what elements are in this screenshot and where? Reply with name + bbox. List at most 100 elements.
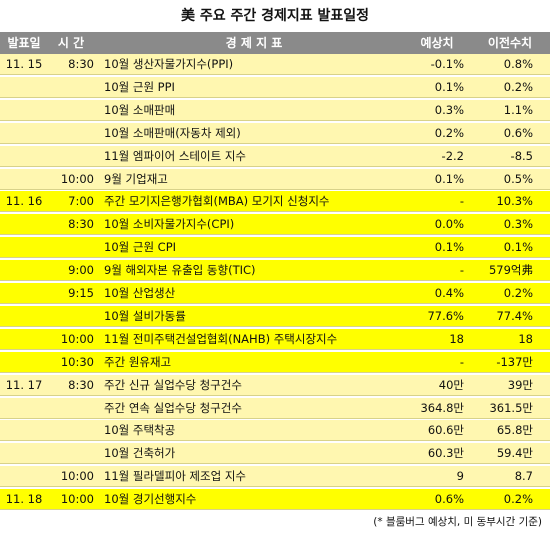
indicator-cell: 11월 전미주택건설업협회(NAHB) 주택시장지수 <box>104 331 338 346</box>
row-divider <box>0 211 550 213</box>
previous-cell: -137만 <box>496 354 533 369</box>
time-cell: 10:00 <box>60 331 94 346</box>
date-cell: 11. 17 <box>5 377 43 392</box>
indicator-cell: 10월 근원 CPI <box>104 240 177 255</box>
table-row: 8:30 10월 소비자물가지수(CPI) 0.0% 0.3% <box>0 214 550 236</box>
forecast-cell: 40만 <box>438 377 464 392</box>
forecast-cell: 0.1% <box>434 240 464 255</box>
previous-cell: 39만 <box>507 377 533 392</box>
forecast-cell: 0.6% <box>434 492 464 507</box>
row-divider <box>0 486 550 488</box>
previous-cell: 361.5만 <box>489 400 533 415</box>
table-header: 발표일 시 간 경 제 지 표 예상치 이전수치 <box>0 32 550 54</box>
indicator-cell: 10월 산업생산 <box>104 286 176 300</box>
footnote: (* 블룸버그 예상치, 미 동부시간 기준) <box>373 516 542 528</box>
previous-cell: 8.7 <box>514 469 533 484</box>
forecast-cell: 364.8만 <box>420 400 464 415</box>
forecast-cell: -2.2 <box>441 148 464 163</box>
table-row: 9:15 10월 산업생산 0.4% 0.2% <box>0 283 550 304</box>
indicator-cell: 주간 원유재고 <box>104 354 172 369</box>
forecast-cell: 60.3만 <box>427 446 464 461</box>
previous-cell: 0.2% <box>503 79 533 94</box>
indicator-cell: 10월 설비가동률 <box>104 308 186 323</box>
indicator-cell: 주간 연속 실업수당 청구건수 <box>104 400 242 415</box>
row-divider <box>0 280 550 282</box>
forecast-cell: 0.2% <box>434 125 464 140</box>
table-row: 10월 주택착공 60.6만 65.8만 <box>0 420 550 442</box>
time-cell: 8:30 <box>68 377 94 392</box>
row-divider <box>0 257 550 259</box>
previous-cell: 0.2% <box>503 492 533 507</box>
forecast-cell: 0.1% <box>434 79 464 94</box>
indicator-cell: 10월 소비자물가지수(CPI) <box>104 217 235 232</box>
header-previous: 이전수치 <box>487 36 533 50</box>
row-divider <box>0 142 550 144</box>
row-divider <box>0 165 550 167</box>
indicator-cell: 10월 근원 PPI <box>104 79 175 94</box>
row-divider <box>0 440 550 442</box>
previous-cell: 77.4% <box>496 308 533 323</box>
row-divider <box>0 417 550 419</box>
previous-cell: 0.5% <box>503 171 533 186</box>
previous-cell: 18 <box>518 331 533 346</box>
row-divider <box>0 371 550 373</box>
row-divider <box>0 234 550 236</box>
date-cell: 11. 18 <box>5 492 43 507</box>
time-cell: 10:00 <box>60 469 94 484</box>
indicator-cell: 11월 엠파이어 스테이트 지수 <box>104 148 246 163</box>
table-row: 10:00 11월 전미주택건설업협회(NAHB) 주택시장지수 18 18 <box>0 328 550 350</box>
indicator-cell: 9월 해외자본 유출입 동향(TIC) <box>104 263 256 278</box>
row-divider <box>0 74 550 75</box>
indicator-cell: 10월 소매판매 <box>104 102 176 117</box>
time-cell: 8:30 <box>68 57 94 71</box>
row-divider <box>0 119 550 121</box>
indicator-cell: 10월 경기선행지수 <box>104 492 197 507</box>
table-row: 9:00 9월 해외자본 유출입 동향(TIC) - 579억弗 <box>0 260 550 282</box>
table-row: 11. 15 8:30 10월 생산자물가지수(PPI) -0.1% 0.8% <box>0 54 550 75</box>
previous-cell: 0.2% <box>503 286 533 300</box>
indicator-cell: 10월 건축허가 <box>104 446 176 461</box>
table-row: 11. 18 10:00 10월 경기선행지수 0.6% 0.2% <box>0 489 550 511</box>
previous-cell: 0.8% <box>503 57 533 71</box>
table-row: 10:00 9월 기업재고 0.1% 0.5% <box>0 168 550 190</box>
previous-cell: 0.3% <box>503 217 533 232</box>
row-divider <box>0 509 550 511</box>
row-divider <box>0 96 550 98</box>
time-cell: 7:00 <box>68 194 94 209</box>
header-forecast: 예상치 <box>420 36 454 50</box>
forecast-cell: 9 <box>456 469 464 484</box>
table-row: 10:00 11월 필라델피아 제조업 지수 9 8.7 <box>0 466 550 488</box>
row-divider <box>0 303 550 304</box>
table-row: 10월 소매판매 0.3% 1.1% <box>0 99 550 121</box>
forecast-cell: 0.1% <box>434 171 464 186</box>
forecast-cell: 77.6% <box>427 308 464 323</box>
forecast-cell: 0.0% <box>434 217 464 232</box>
forecast-cell: 0.4% <box>434 286 464 300</box>
time-cell: 10:00 <box>60 492 94 507</box>
date-cell: 11. 16 <box>5 194 43 209</box>
indicator-cell: 10월 생산자물가지수(PPI) <box>104 57 234 71</box>
forecast-cell: 18 <box>449 331 464 346</box>
table-row: 10월 근원 CPI 0.1% 0.1% <box>0 237 550 259</box>
table-row: 11. 16 7:00 주간 모기지은행가협회(MBA) 모기지 신청지수 - 10.3… <box>0 191 550 213</box>
row-divider <box>0 463 550 465</box>
row-divider <box>0 394 550 396</box>
forecast-cell: 0.3% <box>434 102 464 117</box>
time-cell: 8:30 <box>68 217 94 232</box>
forecast-cell: - <box>459 263 464 278</box>
table-row: 10월 설비가동률 77.6% 77.4% <box>0 305 550 327</box>
time-cell: 10:00 <box>60 171 94 186</box>
table-row: 11월 엠파이어 스테이트 지수 -2.2 -8.5 <box>0 145 550 167</box>
indicator-cell: 9월 기업재고 <box>104 171 168 186</box>
previous-cell: 65.8만 <box>496 423 533 438</box>
indicator-cell: 주간 모기지은행가협회(MBA) 모기지 신청지수 <box>104 194 330 209</box>
forecast-cell: -0.1% <box>430 57 464 71</box>
indicator-cell: 주간 신규 실업수당 청구건수 <box>104 377 242 392</box>
previous-cell: 579억弗 <box>488 263 533 278</box>
table-row: 10월 건축허가 60.3만 59.4만 <box>0 443 550 465</box>
header-date: 발표일 <box>7 36 41 50</box>
table-row: 10월 소매판매(자동차 제외) 0.2% 0.6% <box>0 122 550 144</box>
forecast-cell: - <box>459 354 464 369</box>
row-divider <box>0 348 550 350</box>
time-cell: 10:30 <box>60 354 94 369</box>
